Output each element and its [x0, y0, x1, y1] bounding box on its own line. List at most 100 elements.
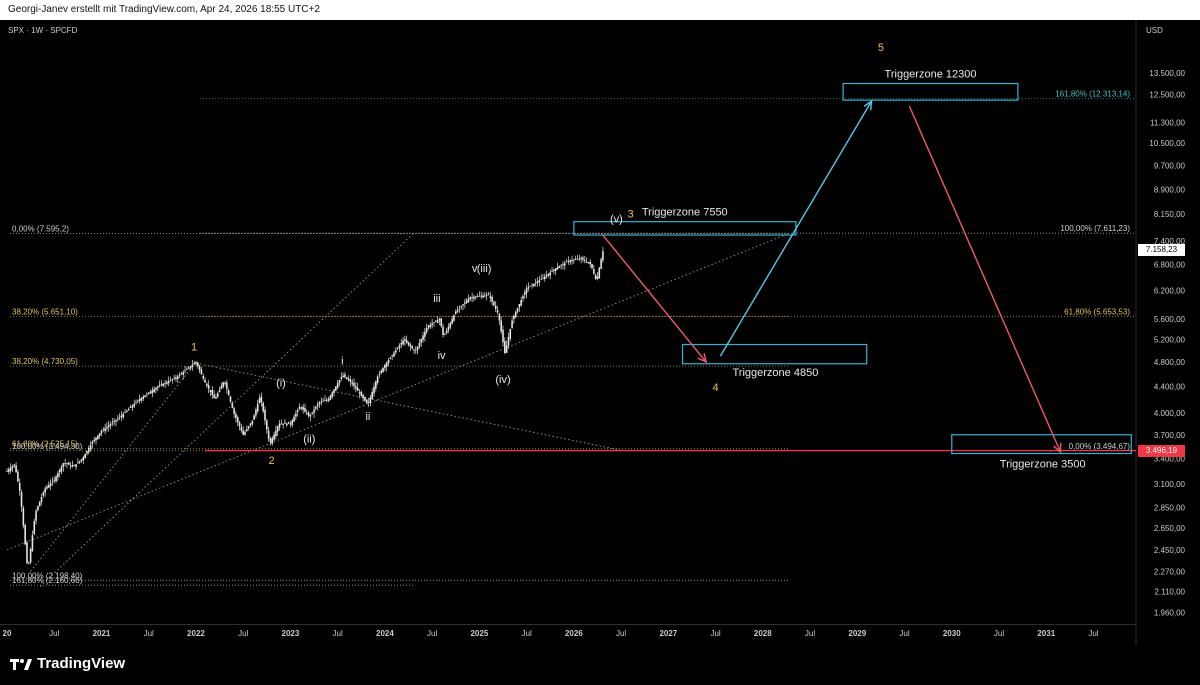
candle-body	[565, 261, 568, 263]
candle-body	[275, 430, 277, 437]
candle-body	[186, 369, 188, 370]
x-tick-label: Jul	[427, 629, 437, 638]
x-tick-label: Jul	[710, 629, 720, 638]
y-tick-label: 3.400,00	[1154, 454, 1186, 463]
candle-body	[422, 335, 424, 340]
candle-body	[347, 378, 350, 381]
x-tick-label: 2027	[659, 629, 677, 638]
candle-body	[173, 377, 175, 379]
candle-body	[22, 507, 25, 526]
candle-body	[596, 276, 599, 279]
candle-body	[137, 400, 139, 402]
candle-body	[507, 337, 510, 346]
candle-body	[171, 379, 174, 381]
arrow-head	[697, 353, 708, 364]
candle-body	[118, 417, 121, 418]
candle-body	[593, 269, 595, 274]
candle-body	[491, 296, 493, 302]
candle-body	[104, 428, 106, 431]
candle-body	[189, 366, 192, 369]
candle-body	[84, 454, 86, 459]
footer	[0, 645, 1200, 685]
candle-body	[400, 343, 403, 345]
candle-body	[591, 263, 593, 269]
y-tick-label: 2.850,00	[1154, 504, 1186, 513]
candle-body	[351, 382, 354, 384]
candle-body	[158, 385, 161, 387]
candle-body	[305, 412, 308, 414]
candle-body	[180, 373, 183, 375]
candle-body	[51, 481, 54, 483]
candle-body	[122, 413, 125, 418]
candle-body	[26, 542, 28, 564]
x-tick-label: 2026	[565, 629, 583, 638]
candle-body	[511, 320, 513, 328]
tradingview-logo-icon	[10, 658, 32, 670]
candle-body	[516, 307, 519, 312]
candle-body	[133, 403, 135, 407]
candle-body	[538, 280, 541, 283]
y-tick-label: 8.900,00	[1154, 185, 1186, 194]
candle-body	[427, 325, 430, 328]
candle-body	[87, 447, 90, 453]
candle-body	[571, 260, 573, 262]
candle-body	[413, 349, 415, 351]
currency-label[interactable]: USD	[1146, 26, 1163, 35]
candle-body	[80, 459, 83, 462]
trigger-zone-box	[951, 434, 1132, 455]
candle-body	[253, 415, 255, 420]
y-tick-label: 1.960,00	[1154, 608, 1186, 617]
candle-body	[456, 309, 459, 312]
candle-body	[198, 365, 201, 371]
candle-body	[480, 295, 483, 297]
y-tick-label: 12.500,00	[1149, 90, 1185, 99]
candle-body	[342, 375, 344, 377]
candle-body	[60, 466, 63, 472]
candle-body	[464, 302, 466, 304]
wave-label: v	[472, 263, 478, 275]
candle-body	[11, 466, 14, 469]
candle-body	[489, 296, 492, 298]
candle-body	[567, 260, 570, 262]
candle-body	[117, 418, 119, 420]
projection-arrow	[719, 100, 873, 357]
candle-body	[67, 462, 70, 465]
candle-body	[35, 510, 37, 521]
candle-body	[107, 425, 110, 427]
candle-body	[147, 392, 150, 394]
x-tick-label: 2029	[848, 629, 866, 638]
candle-body	[227, 390, 230, 396]
candles	[6, 246, 604, 565]
symbol-label[interactable]: SPX · 1W · SPCFD	[8, 26, 78, 35]
candle-body	[373, 386, 375, 394]
candle-body	[115, 419, 117, 422]
candle-body	[255, 409, 257, 416]
candle-body	[156, 386, 159, 388]
wave-label: (v)	[610, 214, 623, 226]
y-tick-label: 3.700,00	[1154, 431, 1186, 440]
candle-body	[276, 426, 279, 432]
candle-body	[533, 283, 535, 287]
wave-label: (ii)	[303, 433, 315, 445]
candle-body	[562, 264, 564, 265]
candle-body	[175, 377, 177, 379]
candle-body	[587, 261, 590, 264]
candle-body	[209, 389, 212, 392]
candle-body	[476, 296, 479, 297]
candle-body	[474, 296, 477, 298]
candle-body	[385, 362, 388, 367]
candle-body	[6, 471, 8, 472]
brand[interactable]: TradingView	[10, 655, 125, 672]
y-tick-label: 4.000,00	[1154, 409, 1186, 418]
trigger-zone-box	[681, 343, 868, 365]
candle-body	[113, 420, 115, 422]
candle-body	[191, 364, 194, 367]
candle-body	[300, 407, 303, 409]
candle-body	[447, 326, 450, 331]
candle-body	[520, 300, 522, 306]
candle-body	[580, 257, 582, 259]
y-tick-label: 6.200,00	[1154, 286, 1186, 295]
candle-body	[44, 488, 46, 493]
candle-body	[182, 372, 185, 375]
